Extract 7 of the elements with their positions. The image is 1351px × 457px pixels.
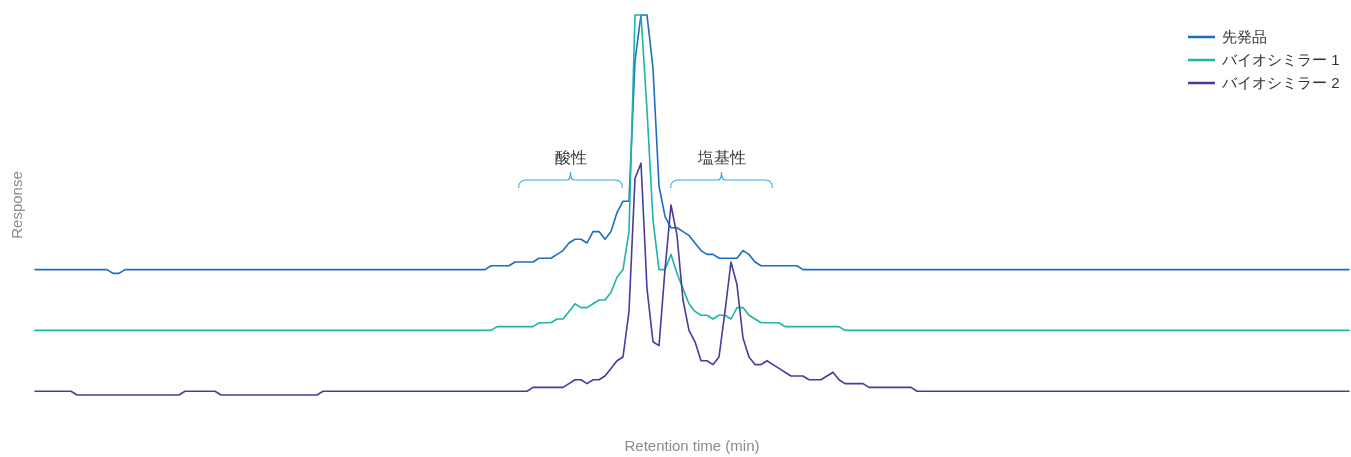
annotation: 塩基性 [696, 149, 746, 166]
y-axis-title: Response [8, 171, 25, 239]
legend-label: 先発品 [1222, 28, 1267, 45]
x-axis-title: Retention time (min) [624, 437, 760, 454]
legend-label: バイオシミラー 2 [1221, 74, 1340, 91]
annotation: 酸性 [554, 149, 587, 166]
legend-label: バイオシミラー 1 [1221, 51, 1340, 68]
